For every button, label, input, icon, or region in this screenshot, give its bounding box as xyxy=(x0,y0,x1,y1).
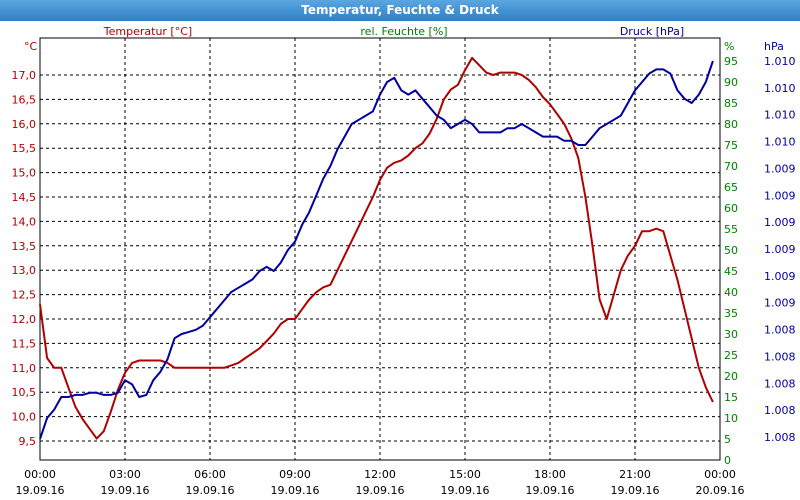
pressure-tick-label: 1.010 xyxy=(764,55,796,68)
pressure-axis-label: Druck [hPa] xyxy=(620,25,684,38)
temperature-axis: 9,5 10,0 10,5 11,0 11,5 12,0 12,5 13,0 13,5 14,0 1… xyxy=(12,25,193,448)
humidity-tick-label: 5 xyxy=(724,433,731,446)
x-tick-time: 03:00 xyxy=(109,468,141,481)
temperature-tick-label: 15,5 xyxy=(12,142,37,155)
humidity-tick-label: 70 xyxy=(724,160,738,173)
humidity-axis-label: rel. Feuchte [%] xyxy=(360,25,447,38)
temperature-tick-label: 10,5 xyxy=(12,386,37,399)
temperature-tick-label: 13,0 xyxy=(12,264,37,277)
pressure-tick-label: 1.009 xyxy=(764,270,796,283)
series-layer xyxy=(39,56,714,440)
pressure-tick-label: 1.010 xyxy=(764,136,796,149)
x-tick-time: 09:00 xyxy=(279,468,311,481)
x-tick-date: 19.09.16 xyxy=(271,484,320,497)
temperature-tick-label: 11,5 xyxy=(12,337,37,350)
temperature-tick-label: 10,0 xyxy=(12,411,37,424)
pressure-axis: 1.008 1.008 1.008 1.008 1.008 1.009 1.009 1.009… xyxy=(620,25,796,444)
pressure-tick-label: 1.009 xyxy=(764,297,796,310)
temperature-tick-label: 14,0 xyxy=(12,215,37,228)
temperature-tick-label: 12,0 xyxy=(12,313,37,326)
x-tick-date: 19.09.16 xyxy=(186,484,235,497)
x-tick-time: 15:00 xyxy=(449,468,481,481)
x-tick-time: 18:00 xyxy=(534,468,566,481)
humidity-tick-label: 85 xyxy=(724,97,738,110)
temperature-axis-label: Temperatur [°C] xyxy=(103,25,192,38)
temperature-tick-label: 12,5 xyxy=(12,289,37,302)
x-tick-time: 00:00 xyxy=(704,468,736,481)
x-tick-date: 20.09.16 xyxy=(696,484,745,497)
x-tick-time: 21:00 xyxy=(619,468,651,481)
temperature-tick-label: 16,5 xyxy=(12,93,37,106)
humidity-tick-label: 35 xyxy=(724,307,738,320)
humidity-tick-label: 95 xyxy=(724,55,738,68)
pressure-tick-label: 1.010 xyxy=(764,109,796,122)
humidity-tick-label: 0 xyxy=(724,454,731,467)
humidity-tick-label: 55 xyxy=(724,223,738,236)
humidity-tick-label: 40 xyxy=(724,286,738,299)
temperature-tick-label: 15,0 xyxy=(12,167,37,180)
temperature-unit: °C xyxy=(24,40,38,53)
pressure-tick-label: 1.008 xyxy=(764,404,796,417)
pressure-tick-label: 1.008 xyxy=(764,431,796,444)
humidity-tick-label: 80 xyxy=(724,118,738,131)
humidity-tick-label: 10 xyxy=(724,412,738,425)
x-tick-date: 19.09.16 xyxy=(101,484,150,497)
humidity-series-line xyxy=(39,60,714,440)
humidity-tick-label: 25 xyxy=(724,349,738,362)
temperature-tick-label: 11,0 xyxy=(12,362,37,375)
pressure-tick-label: 1.008 xyxy=(764,377,796,390)
x-tick-date: 19.09.16 xyxy=(611,484,660,497)
x-tick-date: 19.09.16 xyxy=(16,484,65,497)
humidity-tick-label: 50 xyxy=(724,244,738,257)
x-tick-date: 19.09.16 xyxy=(356,484,405,497)
x-tick-time: 00:00 xyxy=(24,468,56,481)
pressure-tick-label: 1.009 xyxy=(764,243,796,256)
humidity-tick-label: 65 xyxy=(724,181,738,194)
humidity-tick-label: 75 xyxy=(724,139,738,152)
temperature-tick-label: 16,0 xyxy=(12,118,37,131)
plot-border xyxy=(39,37,721,461)
humidity-axis: 0 5 10 15 20 25 30 35 40 45 50 55 60 65 70 75 80 85 90 95% r… xyxy=(360,25,738,467)
x-tick-time: 12:00 xyxy=(364,468,396,481)
x-axis: 00:00 19.09.16 03:00 19.09.16 06:00 19.09.16 0… xyxy=(16,468,745,497)
pressure-unit: hPa xyxy=(764,40,784,53)
humidity-tick-label: 15 xyxy=(724,391,738,404)
humidity-tick-label: 90 xyxy=(724,76,738,89)
temperature-tick-label: 13,5 xyxy=(12,240,37,253)
pressure-tick-label: 1.009 xyxy=(764,216,796,229)
temperature-tick-label: 17,0 xyxy=(12,69,37,82)
pressure-tick-label: 1.009 xyxy=(764,162,796,175)
pressure-tick-label: 1.009 xyxy=(764,189,796,202)
plot-frame xyxy=(39,37,721,461)
humidity-tick-label: 45 xyxy=(724,265,738,278)
humidity-tick-label: 30 xyxy=(724,328,738,341)
humidity-unit: % xyxy=(724,40,734,53)
temperature-series-line xyxy=(39,56,714,440)
temperature-tick-label: 9,5 xyxy=(19,435,37,448)
pressure-tick-label: 1.008 xyxy=(764,324,796,337)
pressure-tick-label: 1.008 xyxy=(764,350,796,363)
pressure-tick-label: 1.010 xyxy=(764,82,796,95)
window-title: Temperatur, Feuchte & Druck xyxy=(0,0,800,21)
x-tick-date: 19.09.16 xyxy=(526,484,575,497)
x-tick-date: 19.09.16 xyxy=(441,484,490,497)
x-tick-time: 06:00 xyxy=(194,468,226,481)
temperature-tick-label: 14,5 xyxy=(12,191,37,204)
humidity-tick-label: 60 xyxy=(724,202,738,215)
humidity-tick-label: 20 xyxy=(724,370,738,383)
